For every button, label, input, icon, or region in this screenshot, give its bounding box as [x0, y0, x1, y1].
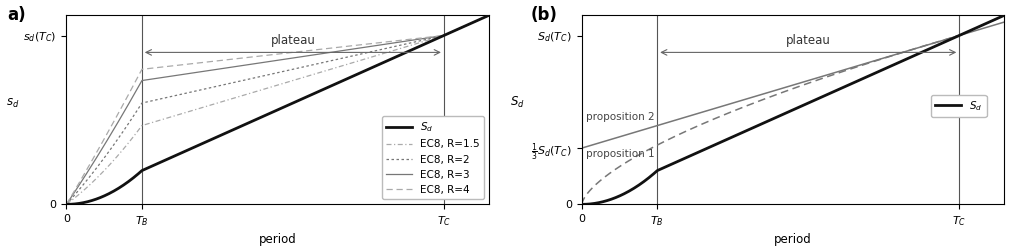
- Text: a): a): [7, 6, 26, 24]
- Text: plateau: plateau: [786, 34, 830, 47]
- Legend: $S_d$, EC8, R=1.5, EC8, R=2, EC8, R=3, EC8, R=4: $S_d$, EC8, R=1.5, EC8, R=2, EC8, R=3, E…: [382, 116, 484, 199]
- Text: proposition 2: proposition 2: [586, 112, 654, 121]
- Text: (b): (b): [531, 6, 558, 24]
- Y-axis label: $s_d$: $s_d$: [6, 97, 19, 110]
- Text: proposition 1: proposition 1: [586, 149, 654, 159]
- Legend: $S_d$: $S_d$: [930, 95, 987, 117]
- Text: plateau: plateau: [271, 34, 315, 47]
- X-axis label: period: period: [775, 233, 812, 246]
- Y-axis label: $S_d$: $S_d$: [510, 95, 524, 110]
- X-axis label: period: period: [259, 233, 297, 246]
